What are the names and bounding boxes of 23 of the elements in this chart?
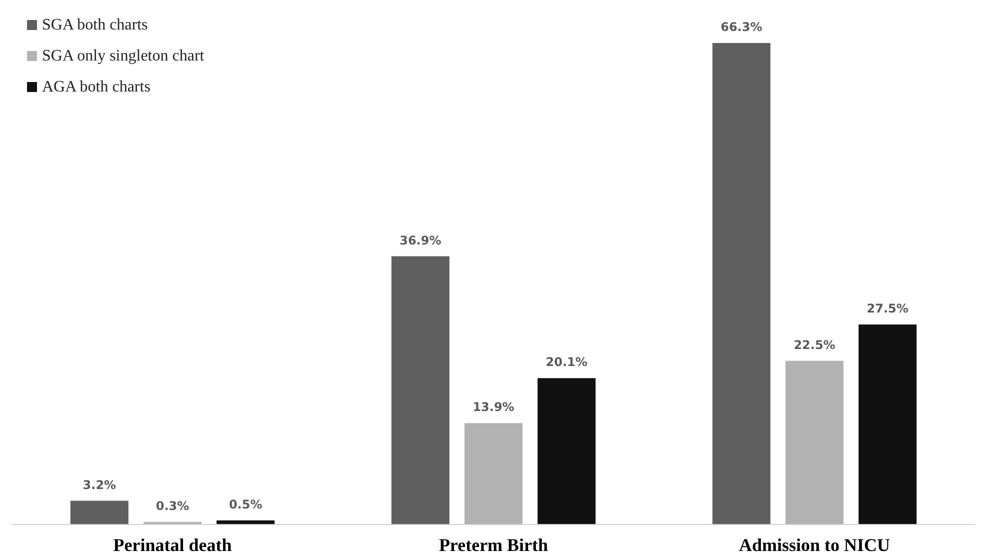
bar (858, 324, 917, 524)
legend-label: SGA only singleton chart (42, 48, 205, 64)
bar (464, 423, 522, 524)
data-label: 22.5% (794, 338, 836, 352)
data-label: 20.1% (546, 355, 588, 370)
data-label: 27.5% (866, 301, 908, 316)
data-label: 66.3% (720, 20, 762, 34)
x-tick-label: Preterm Birth (438, 535, 548, 555)
data-label: 13.9% (472, 400, 514, 414)
data-label: 3.2% (82, 478, 116, 492)
data-label: 0.5% (228, 497, 262, 512)
data-label: 0.3% (156, 498, 190, 513)
data-label: 36.9% (400, 233, 442, 248)
x-tick-label: Admission to NICU (738, 535, 890, 555)
bar (216, 520, 275, 524)
bar (70, 500, 128, 524)
legend-label: AGA both charts (42, 78, 150, 96)
legend-label: SGA both charts (42, 16, 148, 34)
x-tick-label: Perinatal death (113, 535, 232, 555)
bar (391, 256, 450, 524)
bar (786, 360, 844, 524)
bar (538, 378, 596, 524)
bar (712, 43, 770, 524)
